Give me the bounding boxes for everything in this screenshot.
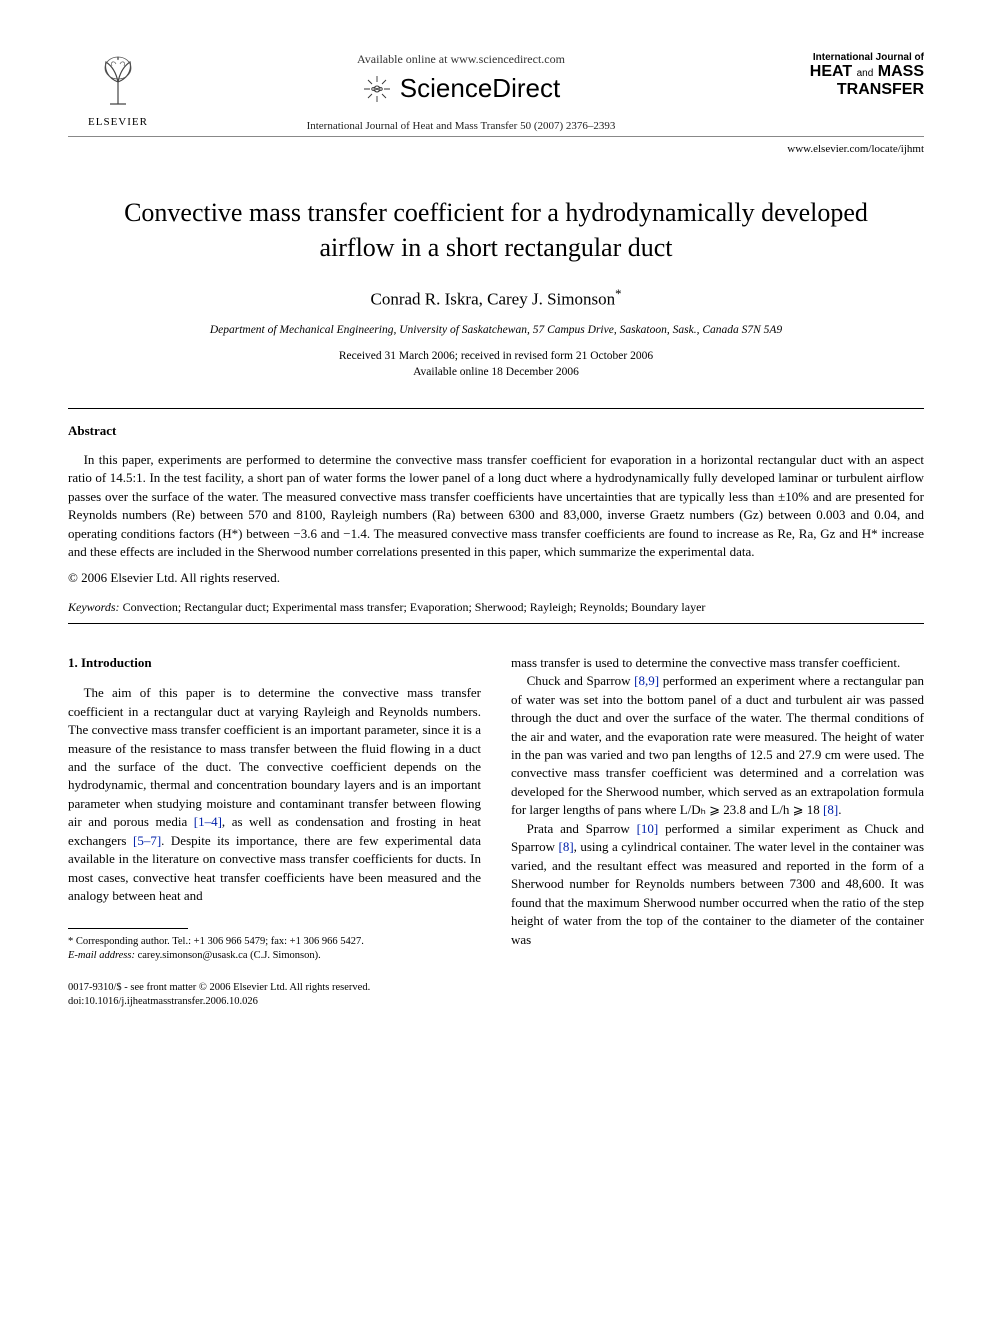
- corresponding-marker: *: [615, 287, 621, 301]
- journal-reference: International Journal of Heat and Mass T…: [168, 120, 754, 132]
- locate-url[interactable]: www.elsevier.com/locate/ijhmt: [68, 143, 924, 155]
- dates-online: Available online 18 December 2006: [68, 364, 924, 380]
- article-title: Convective mass transfer coefficient for…: [118, 195, 874, 265]
- sciencedirect-icon: [362, 74, 392, 104]
- authors-line: Conrad R. Iskra, Carey J. Simonson*: [68, 287, 924, 310]
- publisher-block: ELSEVIER: [68, 48, 168, 128]
- platform-name: ScienceDirect: [400, 73, 560, 104]
- p3-frag-c: , using a cylindrical container. The wat…: [511, 839, 924, 946]
- journal-box-line2: HEAT and MASS: [754, 63, 924, 81]
- intro-para-3: Prata and Sparrow [10] performed a simil…: [511, 820, 924, 949]
- journal-mass: MASS: [878, 63, 924, 80]
- ref-link-10[interactable]: [10]: [637, 821, 659, 836]
- column-left: 1. Introduction The aim of this paper is…: [68, 654, 481, 1010]
- footnote-text: Corresponding author. Tel.: +1 306 966 5…: [76, 936, 364, 947]
- p1-frag-a: The aim of this paper is to determine th…: [68, 685, 481, 829]
- footnote-email-label: E-mail address:: [68, 950, 135, 961]
- footer-meta: 0017-9310/$ - see front matter © 2006 El…: [68, 981, 481, 1009]
- two-column-body: 1. Introduction The aim of this paper is…: [68, 654, 924, 1010]
- journal-and: and: [857, 68, 874, 79]
- intro-para-2: Chuck and Sparrow [8,9] performed an exp…: [511, 672, 924, 820]
- ref-link-1-4[interactable]: [1–4]: [194, 814, 222, 829]
- rule-above-abstract: [68, 408, 924, 409]
- journal-title-box: International Journal of HEAT and MASS T…: [754, 48, 924, 103]
- header-center: Available online at www.sciencedirect.co…: [168, 48, 754, 132]
- publisher-label: ELSEVIER: [88, 116, 148, 128]
- p2-frag-c: .: [838, 802, 841, 817]
- corresponding-footnote: * Corresponding author. Tel.: +1 306 966…: [68, 935, 481, 963]
- rule-below-keywords: [68, 623, 924, 624]
- journal-box-line3: TRANSFER: [754, 81, 924, 99]
- footnote-rule: [68, 928, 188, 929]
- abstract-body: In this paper, experiments are performed…: [68, 451, 924, 562]
- footnote-email-trail: (C.J. Simonson).: [250, 950, 321, 961]
- footer-front-matter: 0017-9310/$ - see front matter © 2006 El…: [68, 981, 481, 995]
- article-dates: Received 31 March 2006; received in revi…: [68, 348, 924, 380]
- journal-heat: HEAT: [810, 63, 852, 80]
- ref-link-5-7[interactable]: [5–7]: [133, 833, 161, 848]
- keywords-line: Keywords: Convection; Rectangular duct; …: [68, 600, 924, 615]
- column-right: mass transfer is used to determine the c…: [511, 654, 924, 1010]
- platform-row: ScienceDirect: [168, 73, 754, 104]
- affiliation: Department of Mechanical Engineering, Un…: [68, 324, 924, 336]
- intro-para-1: The aim of this paper is to determine th…: [68, 684, 481, 905]
- journal-box-line1: International Journal of: [754, 52, 924, 63]
- page-container: ELSEVIER Available online at www.science…: [0, 0, 992, 1049]
- footnote-email-value[interactable]: carey.simonson@usask.ca: [135, 950, 250, 961]
- abstract-copyright: © 2006 Elsevier Ltd. All rights reserved…: [68, 570, 924, 586]
- elsevier-logo-icon: [86, 48, 150, 112]
- keywords-list: Convection; Rectangular duct; Experiment…: [120, 600, 706, 614]
- header-bar: ELSEVIER Available online at www.science…: [68, 48, 924, 137]
- p2-frag-a: Chuck and Sparrow: [527, 673, 635, 688]
- dates-received: Received 31 March 2006; received in revi…: [68, 348, 924, 364]
- p2-frag-b: performed an experiment where a rectangu…: [511, 673, 924, 817]
- ref-link-8-9[interactable]: [8,9]: [634, 673, 659, 688]
- p3-frag-a: Prata and Sparrow: [527, 821, 637, 836]
- ref-link-8b[interactable]: [8]: [559, 839, 574, 854]
- section-1-heading: 1. Introduction: [68, 654, 481, 672]
- authors-text: Conrad R. Iskra, Carey J. Simonson: [371, 290, 616, 309]
- keywords-label: Keywords:: [68, 600, 120, 614]
- footnote-marker: *: [68, 936, 76, 947]
- intro-para-1-cont: mass transfer is used to determine the c…: [511, 654, 924, 672]
- ref-link-8[interactable]: [8]: [823, 802, 838, 817]
- footer-doi: doi:10.1016/j.ijheatmasstransfer.2006.10…: [68, 995, 481, 1009]
- available-online-text: Available online at www.sciencedirect.co…: [168, 52, 754, 67]
- abstract-heading: Abstract: [68, 423, 924, 439]
- journal-cover-block: International Journal of HEAT and MASS T…: [754, 48, 924, 103]
